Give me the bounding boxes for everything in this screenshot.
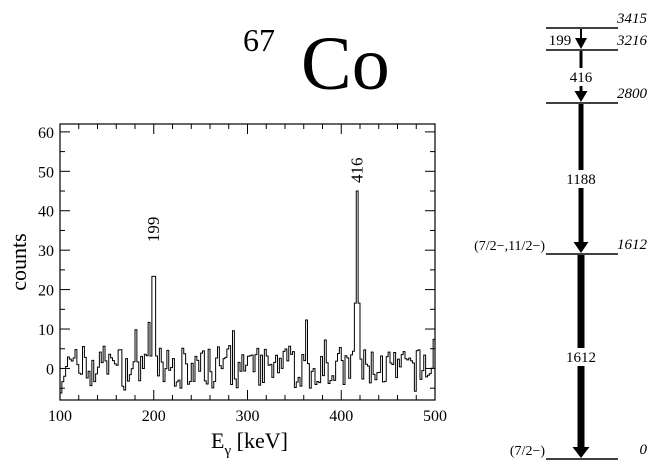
x-axis-label: Eγ [keV] [211, 428, 288, 459]
x-tick-label: 200 [142, 408, 166, 425]
x-tick-label: 400 [329, 408, 353, 425]
transition-label-bg [545, 31, 575, 49]
level-energy: 0 [640, 442, 648, 458]
transition-label: 199 [549, 33, 572, 49]
peak-label: 199 [144, 217, 163, 243]
y-tick-label: 30 [38, 243, 54, 260]
transition-label: 416 [570, 70, 593, 86]
level-energy: 1612 [617, 237, 648, 253]
x-axis-label-unit: [keV] [231, 428, 288, 453]
transition-label-bg [566, 68, 596, 86]
y-axis-label: counts [6, 233, 31, 290]
mass-number: 67 [243, 22, 275, 58]
transition-arrowhead [574, 91, 588, 102]
transition-label: 1612 [566, 350, 596, 366]
transition-arrowhead [575, 38, 587, 49]
level-energy: 2800 [617, 86, 648, 102]
element-symbol: Co [301, 22, 390, 106]
level-spin: (7/2−,11/2−) [474, 239, 545, 254]
x-tick-label: 300 [236, 408, 260, 425]
transition-label-bg [562, 170, 600, 188]
x-axis-label-sub: γ [224, 443, 232, 459]
x-tick-label: 500 [423, 408, 447, 425]
y-tick-label: 50 [38, 164, 54, 181]
level-energy: 3216 [616, 33, 648, 49]
y-tick-label: 60 [38, 125, 54, 142]
y-tick-label: 10 [38, 322, 54, 339]
level-spin: (7/2−) [510, 444, 545, 459]
y-tick-label: 20 [38, 283, 54, 300]
level-scheme: 3415 3216 2800 1612 (7/2−,11/2−) 0 (7/2−) 199 41… [474, 11, 648, 460]
spectrum-plot: 100 200 300 400 500 0 10 20 30 40 50 60 counts Eγ [ke… [6, 123, 447, 459]
spectrum-line [60, 190, 435, 394]
y-tick-label: 0 [46, 361, 54, 378]
transition-arrowhead [572, 447, 590, 458]
transition-label: 1188 [566, 172, 595, 188]
y-tick-label: 40 [38, 204, 54, 221]
x-axis-label-main: E [211, 428, 224, 453]
peak-label: 416 [347, 158, 366, 184]
transition-arrowhead [573, 242, 589, 253]
transition-label-bg [562, 348, 600, 366]
x-tick-label: 100 [48, 408, 72, 425]
nucleus-title: 67 Co [243, 10, 423, 106]
level-energy: 3415 [616, 11, 648, 27]
